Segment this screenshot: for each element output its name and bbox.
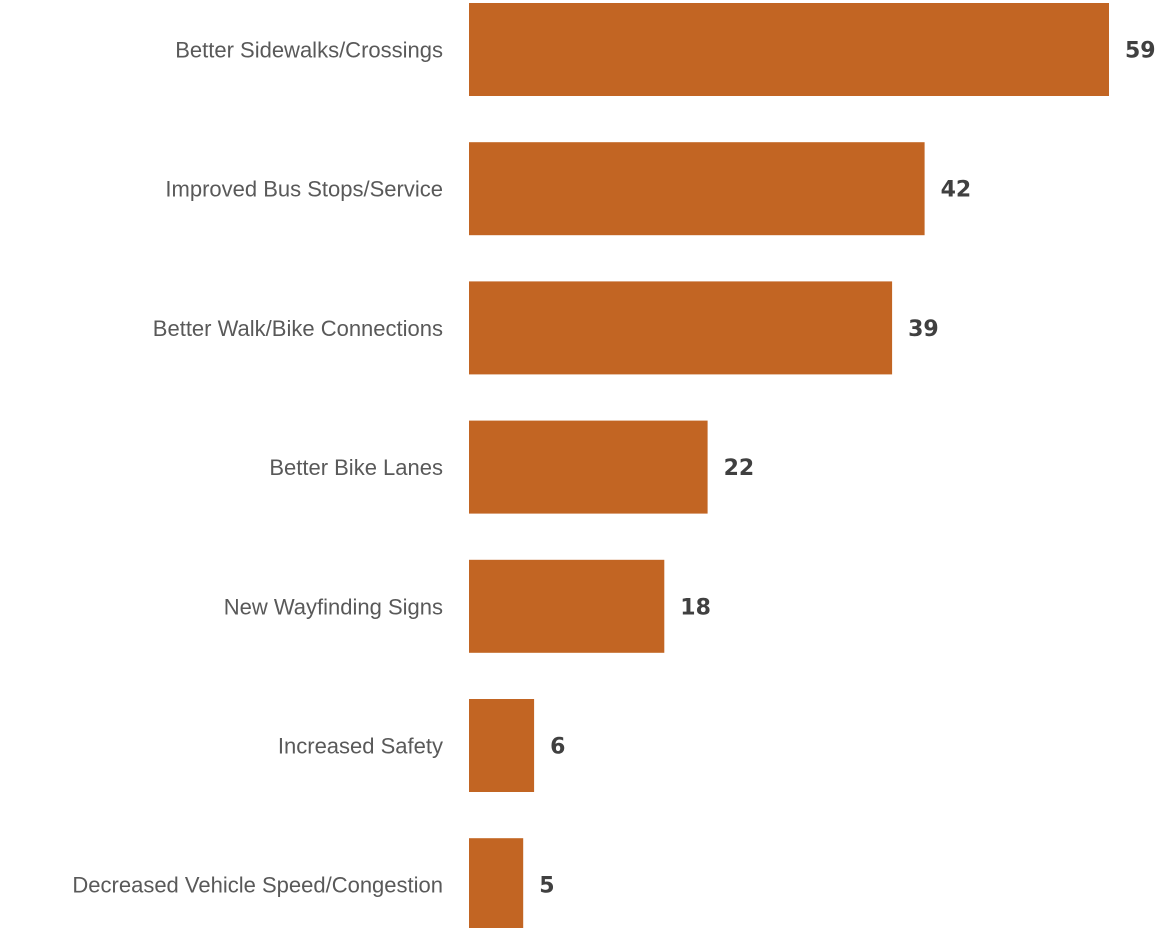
category-label-3: Better Walk/Bike Connections [153, 316, 443, 341]
value-label-3: 39 [908, 317, 939, 342]
value-label-1: 59 [1125, 39, 1156, 64]
bar-5 [469, 559, 665, 653]
category-label-6: Increased Safety [278, 734, 443, 759]
category-label-4: Better Bike Lanes [269, 455, 443, 480]
category-label-1: Better Sidewalks/Crossings [175, 38, 443, 63]
bar-6 [469, 699, 535, 792]
value-label-2: 42 [941, 178, 972, 203]
category-label-2: Improved Bus Stops/Service [165, 177, 443, 202]
bar-3 [469, 281, 893, 375]
value-label-4: 22 [724, 456, 755, 481]
bar-1 [469, 3, 1109, 96]
value-labels: 59 42 39 22 18 6 5 [539, 39, 1155, 899]
category-labels: Better Sidewalks/Crossings Improved Bus S… [72, 38, 443, 898]
bar-7 [469, 838, 524, 928]
category-label-5: New Wayfinding Signs [224, 594, 443, 619]
bar-4 [469, 420, 708, 514]
value-label-7: 5 [539, 874, 554, 899]
bar-2 [469, 142, 925, 236]
value-label-6: 6 [550, 735, 565, 760]
category-label-7: Decreased Vehicle Speed/Congestion [72, 873, 443, 898]
bars-group [469, 3, 1109, 928]
value-label-5: 18 [680, 595, 711, 620]
